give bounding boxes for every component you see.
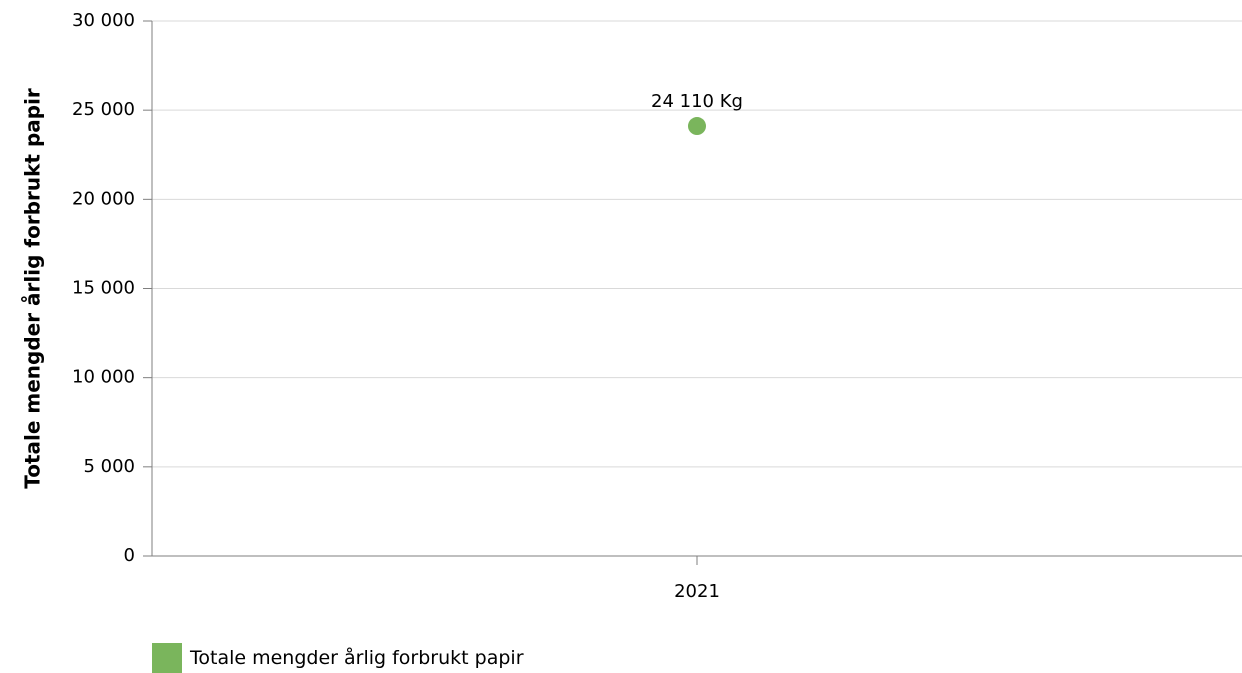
data-points: 24 110 Kg (651, 91, 743, 136)
x-tick-label: 2021 (674, 581, 720, 602)
legend-swatch[interactable] (152, 643, 182, 673)
y-tick-label: 5 000 (83, 456, 135, 477)
x-axis-ticks: 2021 (674, 556, 720, 602)
y-tick-label: 25 000 (72, 99, 135, 120)
y-tick-label: 30 000 (72, 10, 135, 31)
y-axis-ticks: 0 5 000 10 000 15 000 20 000 25 000 30 000 (72, 10, 152, 566)
gridlines (152, 20, 1242, 468)
y-tick-label: 10 000 (72, 367, 135, 388)
legend-label[interactable]: Totale mengder årlig forbrukt papir (190, 647, 524, 669)
y-tick-label: 0 (124, 545, 135, 566)
y-tick-label: 15 000 (72, 278, 135, 299)
data-point[interactable] (688, 117, 706, 136)
y-axis-title: Totale mengder årlig forbrukt papir (21, 88, 45, 489)
y-tick-label: 20 000 (72, 188, 135, 209)
data-label: 24 110 Kg (651, 91, 743, 112)
chart: 0 5 000 10 000 15 000 20 000 25 000 30 000 202… (21, 10, 1242, 602)
legend: Totale mengder årlig forbrukt papir (152, 643, 524, 673)
